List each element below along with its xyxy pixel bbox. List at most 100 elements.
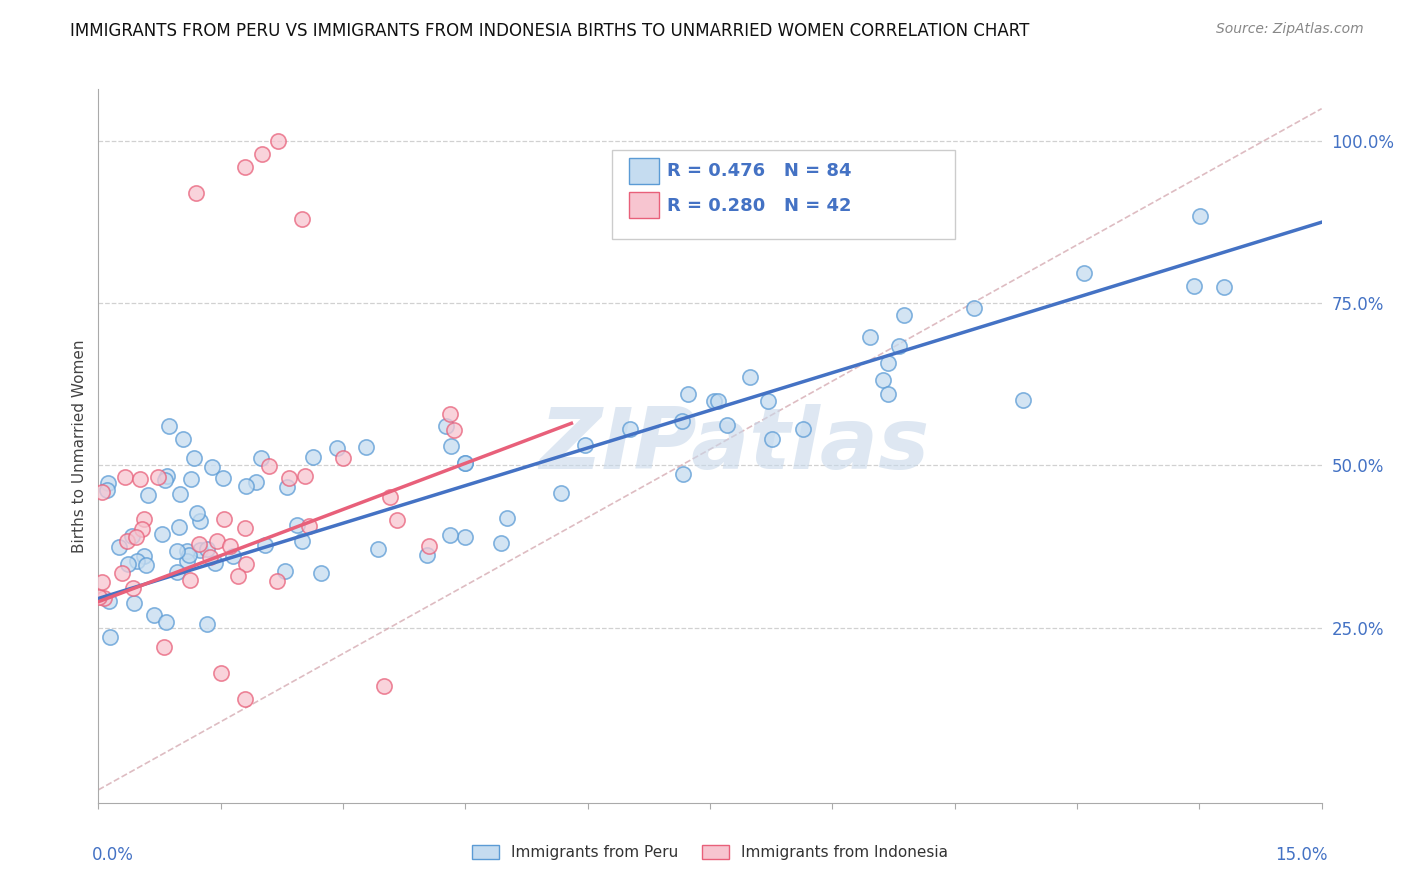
Point: [277, 471, 299, 485]
Point: [186, 186, 208, 200]
Point: [114, 470, 136, 484]
Point: [792, 422, 814, 436]
Point: [205, 533, 228, 548]
Point: [326, 441, 349, 455]
Point: [378, 490, 401, 504]
Text: R = 0.476   N = 84: R = 0.476 N = 84: [668, 162, 852, 180]
Point: [121, 529, 143, 543]
Point: [877, 387, 900, 401]
Point: [176, 554, 198, 568]
Point: [97, 476, 120, 491]
Point: [117, 557, 139, 571]
Point: [872, 373, 894, 387]
Point: [707, 393, 730, 408]
Point: [188, 543, 211, 558]
Point: [671, 414, 693, 428]
Text: IMMIGRANTS FROM PERU VS IMMIGRANTS FROM INDONESIA BIRTHS TO UNMARRIED WOMEN CORR: IMMIGRANTS FROM PERU VS IMMIGRANTS FROM …: [70, 22, 1029, 40]
Legend: Immigrants from Peru, Immigrants from Indonesia: Immigrants from Peru, Immigrants from In…: [465, 839, 955, 866]
Point: [489, 536, 512, 550]
Point: [117, 534, 139, 549]
Text: R = 0.280   N = 42: R = 0.280 N = 42: [668, 196, 852, 214]
Point: [98, 630, 121, 644]
Point: [93, 591, 115, 605]
Text: 0.0%: 0.0%: [93, 846, 134, 863]
Point: [257, 458, 280, 473]
Point: [893, 309, 915, 323]
Point: [1188, 209, 1211, 223]
Point: [142, 608, 165, 623]
Point: [887, 339, 910, 353]
Point: [302, 450, 325, 464]
Point: [96, 483, 118, 497]
Point: [672, 467, 695, 482]
Point: [177, 548, 200, 562]
Point: [285, 518, 308, 533]
Point: [416, 549, 439, 563]
Point: [454, 530, 477, 544]
Point: [574, 437, 596, 451]
Point: [274, 564, 297, 578]
Point: [136, 488, 159, 502]
Point: [676, 387, 699, 401]
Point: [291, 211, 314, 226]
Point: [716, 418, 738, 433]
Point: [756, 394, 779, 409]
Point: [89, 590, 111, 604]
Point: [266, 574, 288, 589]
Point: [172, 432, 194, 446]
Point: [440, 439, 463, 453]
Point: [249, 451, 271, 466]
Point: [245, 475, 267, 490]
Point: [418, 539, 440, 553]
Point: [212, 471, 235, 485]
Point: [179, 574, 201, 588]
Point: [125, 530, 148, 544]
FancyBboxPatch shape: [630, 192, 658, 219]
Point: [131, 522, 153, 536]
Point: [155, 474, 177, 488]
Point: [204, 556, 226, 570]
Point: [152, 640, 174, 654]
Point: [156, 469, 179, 483]
Point: [166, 565, 188, 579]
Point: [122, 582, 145, 596]
Point: [209, 666, 232, 681]
Point: [135, 558, 157, 573]
Point: [761, 432, 783, 446]
Text: ZIPatlas: ZIPatlas: [540, 404, 929, 488]
Point: [183, 451, 205, 466]
Point: [454, 456, 477, 470]
Point: [180, 472, 202, 486]
Point: [233, 692, 256, 706]
Point: [1073, 266, 1095, 280]
Point: [1182, 279, 1205, 293]
Point: [439, 407, 461, 421]
Point: [146, 469, 169, 483]
Point: [111, 566, 134, 580]
Point: [233, 521, 256, 535]
Point: [198, 550, 221, 565]
Point: [496, 511, 519, 525]
Point: [125, 554, 148, 568]
Point: [108, 540, 131, 554]
Point: [222, 549, 245, 563]
Point: [454, 456, 477, 470]
Point: [373, 679, 395, 693]
Point: [1011, 392, 1033, 407]
Point: [190, 514, 212, 528]
Point: [90, 574, 112, 589]
Point: [233, 160, 256, 174]
Point: [276, 480, 298, 494]
Point: [122, 596, 145, 610]
Point: [212, 511, 235, 525]
Point: [186, 507, 208, 521]
Point: [176, 544, 198, 558]
Point: [332, 451, 354, 466]
Point: [187, 536, 209, 550]
Point: [134, 549, 156, 563]
Point: [294, 469, 316, 483]
Point: [385, 513, 408, 527]
Point: [195, 617, 218, 632]
FancyBboxPatch shape: [612, 150, 955, 239]
Point: [550, 486, 572, 500]
